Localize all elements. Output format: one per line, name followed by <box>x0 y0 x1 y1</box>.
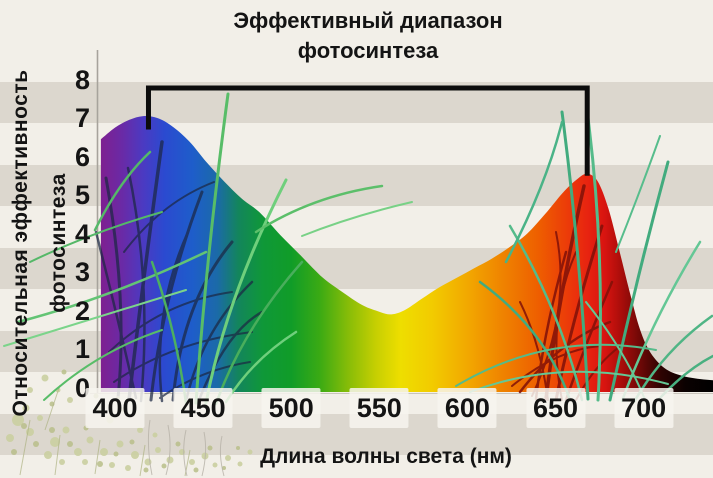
root-hairs <box>147 419 225 477</box>
moss-illustration <box>6 369 253 477</box>
effective-range-bracket-path <box>145 85 590 176</box>
grass-green-left <box>3 92 413 406</box>
effective-range-bracket <box>145 85 590 176</box>
spectrum-area-path <box>100 116 713 392</box>
grass-green-right <box>455 110 713 404</box>
spectrum-area-curve <box>100 116 713 392</box>
